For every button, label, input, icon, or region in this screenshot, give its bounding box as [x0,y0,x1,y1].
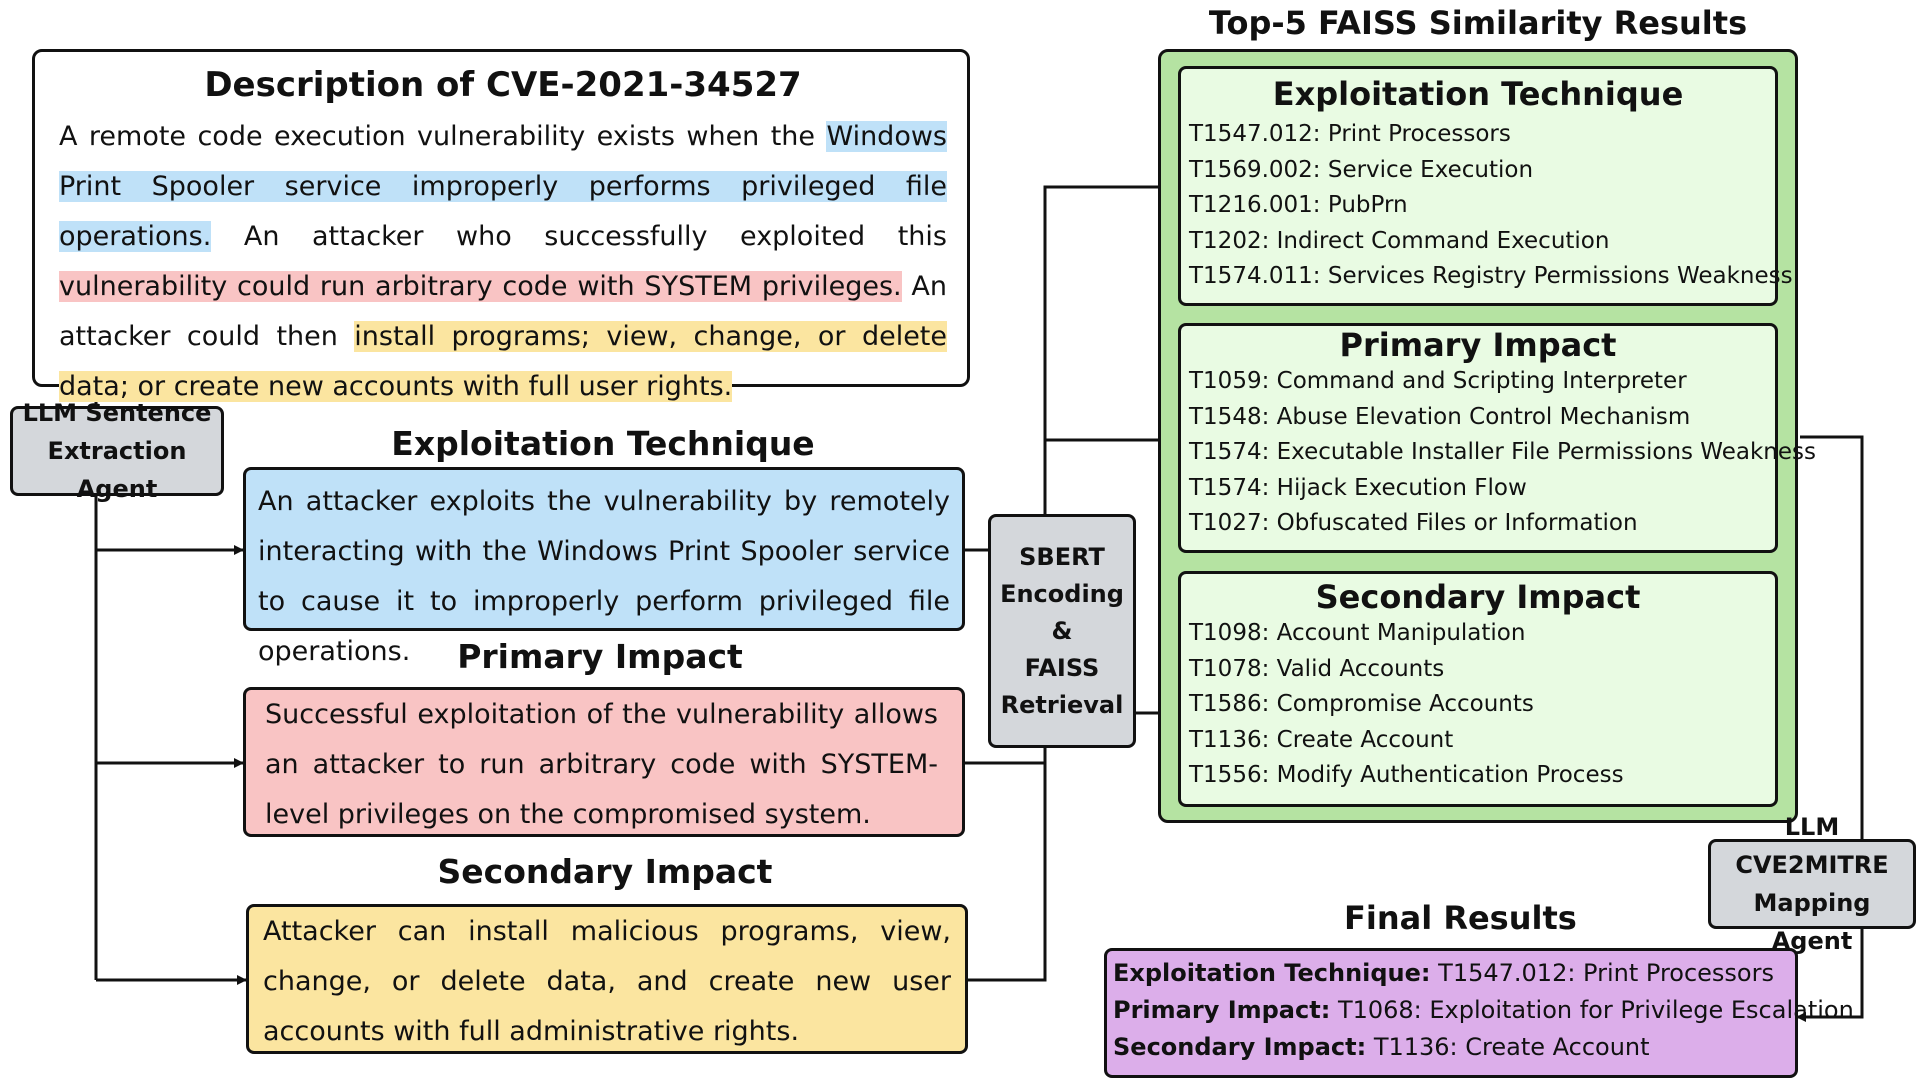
extraction-agent-label-1: LLM Sentence [22,399,212,427]
secondary-text: Attacker can install malicious programs,… [263,916,951,1047]
top5-secondary-item: T1556: Modify Authentication Process [1189,762,1624,788]
description-plain-2: An attacker who successfully exploited t… [211,221,947,252]
top5-heading: Top-5 FAISS Similarity Results [1208,4,1748,42]
primary-box: Successful exploitation of the vulnerabi… [243,687,965,837]
top5-exploitation-item: T1569.002: Service Execution [1189,156,1534,183]
exploitation-heading: Exploitation Technique [391,424,815,463]
final-row-secondary: Secondary Impact: T1136: Create Account [1113,1029,1789,1066]
top5-primary-item: T1548: Abuse Elevation Control Mechanism [1189,403,1691,430]
sentence-extraction-agent-box: LLM Sentence Extraction Agent [10,399,224,503]
top5-exploitation-group: Exploitation Technique T1547.012: Print … [1178,66,1793,306]
secondary-heading: Secondary Impact [437,852,773,891]
exploitation-box: An attacker exploits the vulnerability b… [243,467,965,667]
top5-primary-item: T1574: Hijack Execution Flow [1189,474,1527,501]
top5-exploitation-item: T1574.011: Services Registry Permissions… [1189,263,1793,289]
cve-description-text: A remote code execution vulnerability ex… [59,112,948,412]
final-row-value: T1547.012: Print Processors [1430,959,1774,987]
top5-secondary-list: T1098: Account Manipulation T1078: Valid… [1189,616,1775,794]
mapping-agent-label-2: Mapping Agent [1753,889,1871,955]
top5-secondary-item: T1586: Compromise Accounts [1189,691,1534,717]
description-plain-1: A remote code execution vulnerability ex… [59,121,827,152]
cve2mitre-mapping-agent-box: LLM CVE2MITRE Mapping Agent [1708,813,1916,955]
top5-primary-group: Primary Impact T1059: Command and Script… [1178,323,1816,553]
top5-secondary-item: T1136: Create Account [1189,726,1454,753]
final-row-value: T1068: Exploitation for Privilege Escala… [1330,996,1854,1024]
final-results-box: Exploitation Technique: T1547.012: Print… [1104,948,1854,1078]
top5-secondary-item: T1098: Account Manipulation [1189,620,1526,646]
arrow-to-final [1796,922,1864,1022]
final-results-heading: Final Results [1344,899,1577,937]
primary-heading: Primary Impact [457,637,743,676]
top5-primary-item: T1574: Executable Installer File Permiss… [1189,439,1816,465]
top5-exploitation-list: T1547.012: Print Processors T1569.002: S… [1189,117,1793,295]
top5-secondary-group: Secondary Impact T1098: Account Manipula… [1178,571,1778,807]
extraction-agent-label-2: Extraction Agent [47,437,187,503]
description-highlight-primary: vulnerability could run arbitrary code w… [59,271,902,302]
cve-description-title: Description of CVE-2021-34527 [204,65,802,105]
top5-primary-list: T1059: Command and Scripting Interpreter… [1189,364,1816,542]
arrow-to-top5-exploitation [1043,182,1181,515]
top5-to-mapping-line [1800,435,1864,840]
secondary-box: Attacker can install malicious programs,… [246,904,968,1054]
sbert-label-2: Encoding & [1000,579,1124,645]
description-plain-3: An attacker could then [59,271,947,352]
final-row-primary: Primary Impact: T1068: Exploitation for … [1113,992,1854,1029]
top5-primary-title: Primary Impact [1339,326,1617,364]
cve-description-box: Description of CVE-2021-34527 A remote c… [32,49,970,402]
top5-primary-item: T1059: Command and Scripting Interpreter [1189,368,1687,394]
mapping-agent-label-1: LLM CVE2MITRE [1735,813,1889,879]
secondary-to-sbert-line [968,748,1047,982]
exploitation-text: An attacker exploits the vulnerability b… [258,486,950,667]
final-row-exploitation: Exploitation Technique: T1547.012: Print… [1113,955,1789,992]
top5-exploitation-item: T1547.012: Print Processors [1189,121,1511,147]
final-row-value: T1136: Create Account [1366,1033,1650,1061]
sbert-faiss-box: SBERT Encoding & FAISS Retrieval [988,514,1136,748]
top5-exploitation-title: Exploitation Technique [1272,75,1684,113]
final-row-label: Primary Impact: [1113,996,1331,1024]
sbert-label-3: FAISS [1024,653,1100,682]
top5-primary-item: T1027: Obfuscated Files or Information [1189,510,1638,536]
sbert-label-1: SBERT [1019,542,1105,571]
top5-exploitation-item: T1202: Indirect Command Execution [1189,227,1610,254]
primary-to-sbert-line [964,748,1047,765]
top5-secondary-item: T1078: Valid Accounts [1189,655,1445,682]
top5-secondary-title: Secondary Impact [1315,578,1641,616]
final-row-label: Exploitation Technique: [1113,959,1431,987]
sbert-label-4: Retrieval [1000,690,1124,719]
top5-exploitation-item: T1216.001: PubPrn [1189,192,1408,218]
primary-text: Successful exploitation of the vulnerabi… [265,699,938,830]
final-row-label: Secondary Impact: [1113,1033,1367,1061]
